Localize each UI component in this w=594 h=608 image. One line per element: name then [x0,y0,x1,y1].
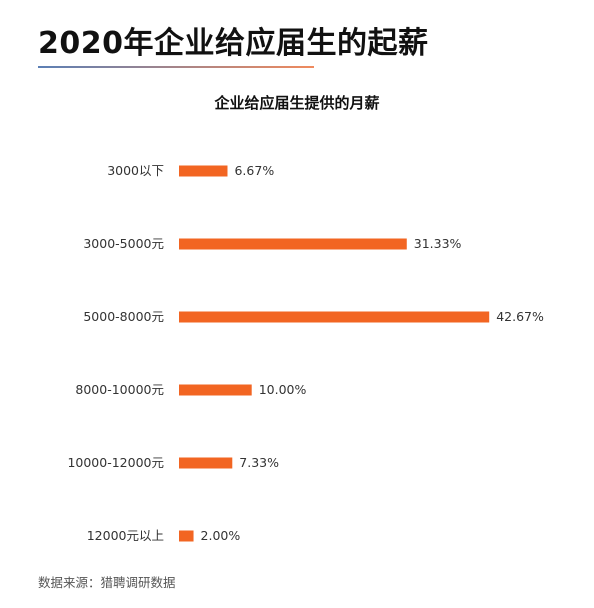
chart-title: 企业给应届生提供的月薪 [214,94,380,112]
category-label: 12000元以上 [87,528,164,543]
value-label: 2.00% [201,528,241,543]
category-label: 10000-12000元 [67,455,164,470]
category-label: 3000以下 [107,163,164,178]
page-title: 2020年企业给应届生的起薪 [38,26,429,61]
bar [179,165,228,177]
title-underline [38,66,314,68]
data-source-note: 数据来源：猎聘调研数据 [38,575,176,590]
value-label: 7.33% [239,455,279,470]
value-label: 6.67% [234,163,274,178]
bar [179,311,490,323]
bar [179,457,233,469]
bar [179,238,407,250]
category-label: 8000-10000元 [75,382,164,397]
value-label: 10.00% [259,382,307,397]
value-label: 42.67% [496,309,544,324]
bar [179,384,252,396]
bar [179,530,194,542]
category-label: 5000-8000元 [83,309,164,324]
category-label: 3000-5000元 [83,236,164,251]
value-label: 31.33% [414,236,462,251]
